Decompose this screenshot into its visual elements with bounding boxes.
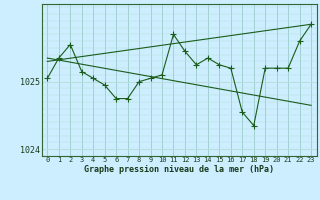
X-axis label: Graphe pression niveau de la mer (hPa): Graphe pression niveau de la mer (hPa) (84, 165, 274, 174)
